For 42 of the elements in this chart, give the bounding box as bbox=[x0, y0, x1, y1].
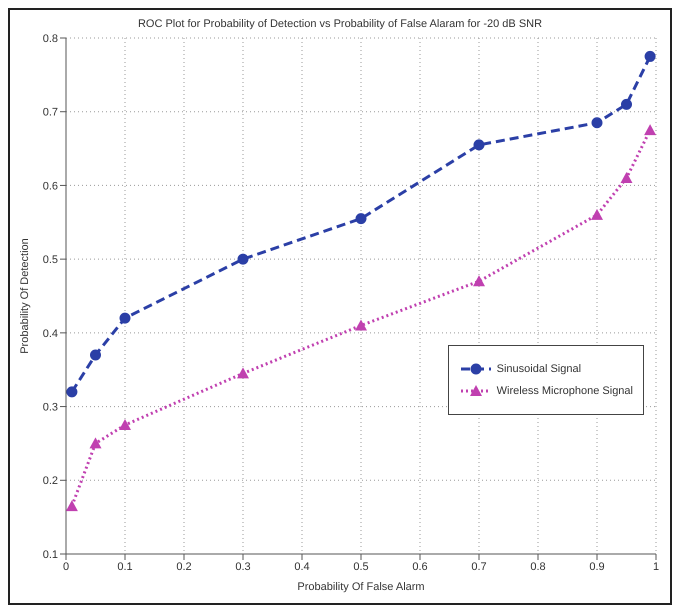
point bbox=[591, 208, 603, 220]
chart-title: ROC Plot for Probability of Detection vs Probability of False Alaram for -20 dB SNR bbox=[136, 18, 544, 30]
point bbox=[620, 172, 632, 184]
point bbox=[66, 386, 78, 398]
point bbox=[473, 275, 485, 286]
x-tick-label: 1 bbox=[652, 560, 660, 573]
point bbox=[644, 124, 656, 136]
y-tick-label: 0.5 bbox=[42, 254, 58, 266]
y-tick-label: 0.1 bbox=[42, 548, 58, 561]
y-axis-title: Probability Of Detection bbox=[18, 238, 31, 354]
x-tick-label: 0.8 bbox=[530, 560, 546, 573]
x-tick-label: 0.1 bbox=[117, 560, 133, 573]
point bbox=[119, 419, 131, 430]
y-tick-label: 0.7 bbox=[42, 106, 58, 119]
point bbox=[356, 213, 366, 224]
point bbox=[90, 349, 101, 360]
legend-label: Sinusoidal Signal bbox=[496, 363, 582, 375]
point bbox=[238, 254, 248, 265]
point bbox=[90, 437, 102, 448]
point bbox=[474, 139, 484, 150]
x-tick-label: 0 bbox=[62, 560, 70, 573]
y-tick-label: 0.3 bbox=[42, 401, 58, 414]
y-tick-label: 0.2 bbox=[42, 475, 58, 488]
point bbox=[644, 50, 656, 62]
point bbox=[355, 319, 367, 330]
y-tick-label: 0.8 bbox=[42, 32, 58, 45]
x-tick-label: 0.7 bbox=[471, 560, 487, 573]
x-tick-label: 0.9 bbox=[589, 560, 605, 573]
point bbox=[621, 98, 632, 110]
x-tick-label: 0.4 bbox=[294, 560, 310, 573]
x-axis-title: Probability Of False Alarm bbox=[297, 581, 425, 593]
x-tick-label: 0.3 bbox=[235, 560, 251, 573]
x-tick-label: 0.6 bbox=[412, 560, 428, 573]
x-tick-label: 0.5 bbox=[353, 560, 369, 573]
x-tick-label: 0.2 bbox=[176, 560, 192, 573]
y-tick-label: 0.4 bbox=[42, 328, 58, 340]
legend-label: Wireless Microphone Signal bbox=[496, 385, 633, 397]
point bbox=[120, 312, 130, 324]
point bbox=[592, 117, 602, 128]
point bbox=[237, 367, 249, 378]
y-tick-label: 0.6 bbox=[42, 180, 58, 192]
point bbox=[66, 500, 78, 512]
